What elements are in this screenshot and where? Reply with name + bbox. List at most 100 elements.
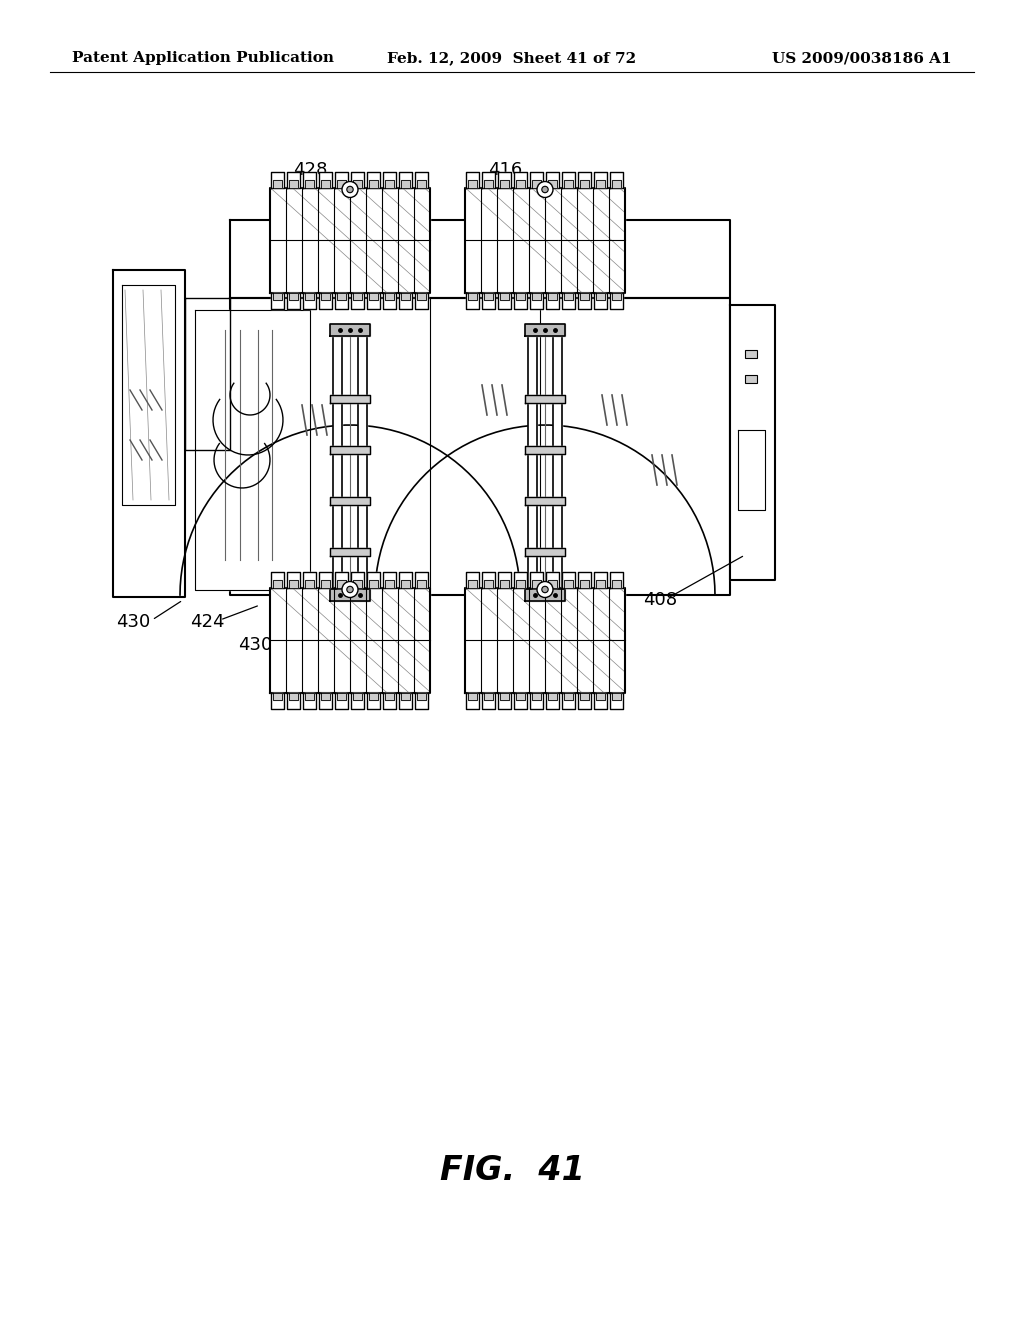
Polygon shape: [399, 572, 412, 587]
Polygon shape: [484, 293, 493, 300]
Polygon shape: [287, 693, 300, 709]
Polygon shape: [270, 587, 430, 693]
Polygon shape: [358, 335, 367, 590]
Polygon shape: [546, 172, 559, 187]
Polygon shape: [498, 693, 511, 709]
Polygon shape: [514, 693, 527, 709]
Polygon shape: [305, 693, 314, 700]
Polygon shape: [596, 181, 605, 187]
Polygon shape: [530, 693, 543, 709]
Polygon shape: [612, 693, 621, 700]
Polygon shape: [562, 172, 575, 187]
Polygon shape: [596, 581, 605, 587]
Bar: [745, 350, 757, 358]
Text: Patent Application Publication: Patent Application Publication: [72, 51, 334, 65]
Polygon shape: [335, 693, 348, 709]
Polygon shape: [514, 172, 527, 187]
Text: Feb. 12, 2009  Sheet 41 of 72: Feb. 12, 2009 Sheet 41 of 72: [387, 51, 637, 65]
Polygon shape: [230, 298, 730, 595]
Polygon shape: [532, 181, 541, 187]
Polygon shape: [383, 693, 396, 709]
Polygon shape: [369, 181, 378, 187]
Polygon shape: [578, 293, 591, 309]
Polygon shape: [610, 572, 623, 587]
Polygon shape: [525, 548, 565, 556]
Polygon shape: [610, 693, 623, 709]
Polygon shape: [594, 293, 607, 309]
Polygon shape: [530, 172, 543, 187]
Polygon shape: [385, 581, 394, 587]
Polygon shape: [353, 693, 362, 700]
Polygon shape: [482, 572, 495, 587]
Polygon shape: [532, 581, 541, 587]
Polygon shape: [580, 181, 589, 187]
Polygon shape: [612, 181, 621, 187]
Polygon shape: [546, 693, 559, 709]
Polygon shape: [516, 581, 525, 587]
Polygon shape: [273, 293, 282, 300]
Polygon shape: [578, 693, 591, 709]
Circle shape: [342, 181, 358, 198]
Polygon shape: [401, 293, 410, 300]
Polygon shape: [351, 293, 364, 309]
Polygon shape: [351, 693, 364, 709]
Text: 408: 408: [643, 591, 677, 609]
Polygon shape: [321, 581, 330, 587]
Polygon shape: [498, 572, 511, 587]
Polygon shape: [303, 172, 316, 187]
Circle shape: [342, 582, 358, 598]
Polygon shape: [500, 581, 509, 587]
Polygon shape: [548, 581, 557, 587]
Polygon shape: [415, 693, 428, 709]
Polygon shape: [319, 293, 332, 309]
Polygon shape: [468, 693, 477, 700]
Polygon shape: [321, 693, 330, 700]
Polygon shape: [330, 446, 370, 454]
Polygon shape: [482, 293, 495, 309]
Polygon shape: [321, 181, 330, 187]
Circle shape: [537, 582, 553, 598]
Polygon shape: [516, 693, 525, 700]
Polygon shape: [330, 323, 370, 337]
Polygon shape: [330, 548, 370, 556]
Polygon shape: [305, 293, 314, 300]
Polygon shape: [466, 293, 479, 309]
Polygon shape: [385, 181, 394, 187]
Circle shape: [542, 586, 548, 593]
Polygon shape: [417, 581, 426, 587]
Polygon shape: [580, 693, 589, 700]
Bar: [745, 375, 757, 383]
Text: 426: 426: [328, 651, 362, 669]
Polygon shape: [401, 581, 410, 587]
Polygon shape: [271, 693, 284, 709]
Polygon shape: [500, 293, 509, 300]
Text: 424: 424: [565, 609, 600, 627]
Text: FIG.  41: FIG. 41: [439, 1154, 585, 1187]
Polygon shape: [271, 572, 284, 587]
Polygon shape: [484, 581, 493, 587]
Polygon shape: [530, 572, 543, 587]
Polygon shape: [367, 172, 380, 187]
Polygon shape: [335, 572, 348, 587]
Polygon shape: [335, 293, 348, 309]
Polygon shape: [353, 293, 362, 300]
Polygon shape: [303, 293, 316, 309]
Polygon shape: [482, 693, 495, 709]
Polygon shape: [516, 293, 525, 300]
Polygon shape: [369, 293, 378, 300]
Polygon shape: [289, 581, 298, 587]
Polygon shape: [594, 572, 607, 587]
Polygon shape: [367, 572, 380, 587]
Polygon shape: [195, 310, 310, 590]
Circle shape: [542, 186, 548, 193]
Polygon shape: [562, 693, 575, 709]
Polygon shape: [564, 181, 573, 187]
Polygon shape: [525, 589, 565, 601]
Polygon shape: [399, 172, 412, 187]
Polygon shape: [498, 293, 511, 309]
Polygon shape: [415, 572, 428, 587]
Polygon shape: [465, 587, 625, 693]
Polygon shape: [525, 395, 565, 403]
Polygon shape: [337, 581, 346, 587]
Text: 416: 416: [487, 161, 522, 180]
